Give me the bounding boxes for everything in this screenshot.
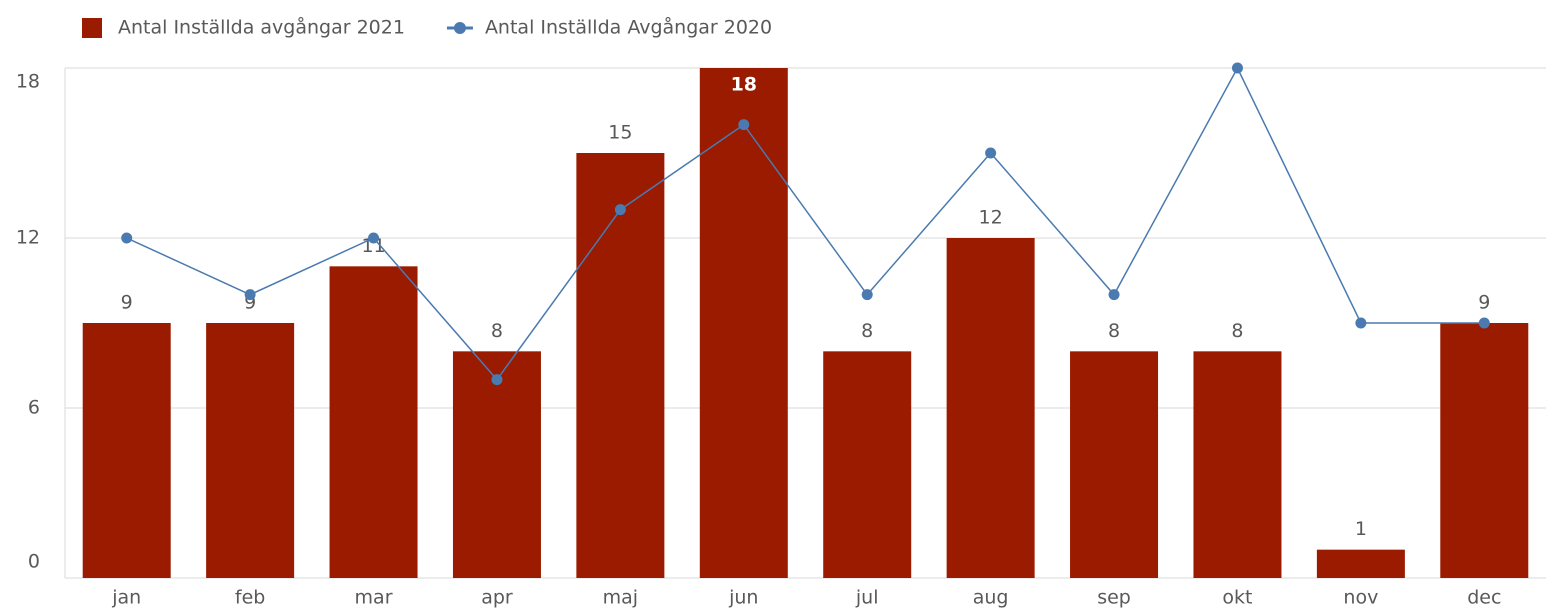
bar: [1316, 549, 1405, 578]
bar: [1070, 351, 1159, 578]
legend-label: Antal Inställda Avgångar 2020: [485, 16, 772, 39]
data-label: 18: [731, 74, 757, 96]
bar: [823, 351, 912, 578]
line-point: [614, 204, 626, 216]
bar: [699, 68, 788, 578]
line-point: [738, 119, 750, 131]
y-tick-label: 18: [16, 71, 40, 93]
legend-swatch: [453, 22, 466, 34]
bar: [946, 238, 1035, 578]
x-tick-label: jul: [855, 587, 879, 609]
x-tick-label: sep: [1097, 587, 1131, 609]
bar: [206, 323, 295, 578]
line-point: [1108, 289, 1120, 301]
x-tick-label: maj: [603, 587, 638, 609]
bar: [452, 351, 541, 578]
y-tick-label: 0: [28, 551, 40, 573]
x-tick-label: jun: [728, 587, 758, 609]
x-tick-label: okt: [1222, 587, 1252, 609]
line-point: [121, 232, 133, 244]
data-label: 15: [608, 122, 632, 144]
line-point: [491, 374, 503, 386]
line-point: [861, 289, 873, 301]
y-tick-label: 12: [16, 227, 40, 249]
data-label: 9: [121, 292, 133, 314]
line-point: [1355, 317, 1367, 329]
line-point: [985, 147, 997, 159]
data-label: 8: [491, 320, 503, 342]
data-label: 1: [1355, 518, 1367, 540]
line-point: [1478, 317, 1490, 329]
data-label: 8: [861, 320, 873, 342]
bar: [82, 323, 171, 578]
x-tick-label: nov: [1343, 587, 1378, 609]
data-label: 9: [1478, 292, 1490, 314]
legend-swatch: [82, 18, 102, 38]
x-tick-label: dec: [1467, 587, 1501, 609]
y-tick-label: 6: [28, 397, 40, 419]
legend-label: Antal Inställda avgångar 2021: [118, 16, 405, 39]
bar: [576, 153, 665, 578]
line-point: [244, 289, 256, 301]
data-label: 8: [1231, 320, 1243, 342]
x-tick-label: mar: [355, 587, 393, 609]
bar: [1193, 351, 1282, 578]
x-tick-label: apr: [481, 587, 513, 609]
data-label: 8: [1108, 320, 1120, 342]
line-point: [1231, 62, 1243, 74]
x-tick-label: jan: [111, 587, 141, 609]
bar: [1440, 323, 1529, 578]
line-point: [368, 232, 380, 244]
x-tick-label: aug: [973, 587, 1009, 609]
x-tick-label: feb: [235, 587, 265, 609]
data-label: 12: [979, 207, 1003, 229]
line: [126, 66, 1485, 381]
bar: [329, 266, 418, 578]
